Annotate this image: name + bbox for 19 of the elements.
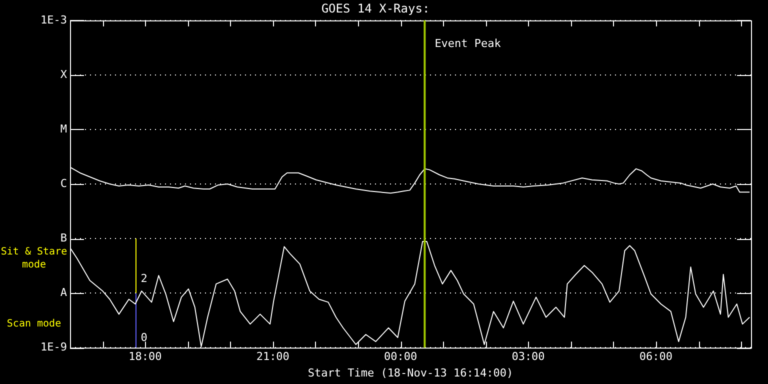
chart-title: GOES 14 X-Rays: bbox=[321, 1, 430, 16]
y-tick-label: C bbox=[60, 176, 67, 190]
y-tick-label: 1E-9 bbox=[40, 340, 67, 354]
text: Sit & Stare mode bbox=[0, 246, 68, 271]
x-tick-label: 21:00 bbox=[256, 350, 290, 364]
x-tick-label: 00:00 bbox=[384, 350, 418, 364]
y-tick-label: B bbox=[60, 231, 68, 244]
x-tick-label: 06:00 bbox=[639, 350, 673, 364]
x-axis-title: Start Time (18-Nov-13 16:14:00) bbox=[308, 366, 514, 380]
y-tick-label: M bbox=[60, 122, 68, 136]
x-tick-label: 18:00 bbox=[128, 350, 162, 364]
y-tick-label: X bbox=[60, 68, 68, 81]
text: Scan mode bbox=[6, 318, 62, 330]
y-tick-label: 1E-3 bbox=[40, 13, 67, 26]
ref-line-label: Event Peak bbox=[434, 36, 502, 50]
annotation: 0 bbox=[140, 330, 148, 344]
y-tick-label: A bbox=[60, 286, 68, 299]
x-tick-label: 03:00 bbox=[512, 350, 545, 364]
annotation: 2 bbox=[140, 272, 148, 286]
